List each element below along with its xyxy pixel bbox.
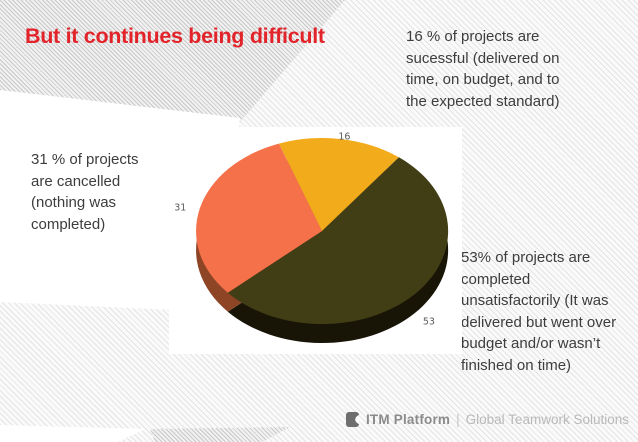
pie-chart-3d: 16 53 31 bbox=[174, 131, 449, 344]
pie-data-label: 53 bbox=[423, 316, 435, 327]
pie-slice-top-completed-unsatisfactorily bbox=[227, 157, 449, 325]
footer-logo: ITM Platform | Global Teamwork Solutions bbox=[345, 411, 629, 428]
pie-slice-top-cancelled-projects bbox=[196, 143, 322, 293]
annotation-cancelled: 31 % of projects are cancelled (nothing … bbox=[31, 151, 139, 233]
annotation-unsatisfactory: 53% of projects are completed unsatisfac… bbox=[461, 249, 617, 374]
footer-brand-text: ITM Platform bbox=[365, 412, 451, 427]
pie-data-label: 16 bbox=[338, 131, 350, 142]
footer-divider: | bbox=[456, 412, 460, 427]
itm-platform-logo-icon bbox=[345, 412, 359, 427]
pie-slice-top-successful-projects bbox=[278, 137, 399, 231]
annotation-successful: 16 % of projects are sucessful (delivere… bbox=[406, 28, 560, 110]
pie-data-label: 31 bbox=[174, 203, 186, 214]
pie-chart-panel: 16 53 31 bbox=[169, 127, 462, 354]
footer-tagline-text: Global Teamwork Solutions bbox=[465, 412, 629, 427]
slide-title: But it continues being difficult bbox=[25, 24, 325, 48]
